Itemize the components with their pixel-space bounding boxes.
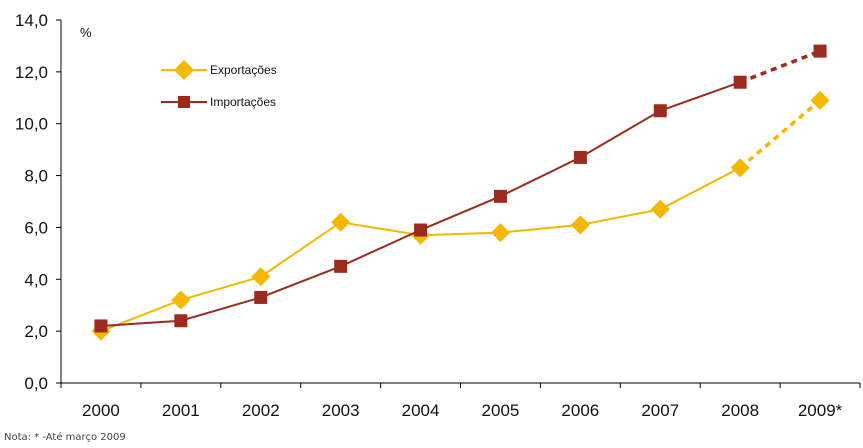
data-point — [570, 215, 590, 235]
y-unit-label: % — [80, 25, 92, 40]
y-tick-label: 12,0 — [15, 63, 48, 82]
x-tick-label: 2004 — [402, 401, 440, 420]
y-tick-label: 0,0 — [24, 374, 48, 393]
data-point — [813, 44, 827, 58]
legend-marker-exportacoes — [174, 60, 194, 80]
data-point — [94, 319, 108, 333]
data-point — [331, 212, 351, 232]
legend-item-importacoes: Importações — [161, 95, 276, 109]
data-point — [810, 90, 830, 110]
series-line-dashed — [739, 99, 822, 170]
x-tick-label: 2003 — [322, 401, 360, 420]
x-tick-label: 2009* — [798, 401, 843, 420]
legend-marker-importacoes — [178, 96, 190, 108]
y-tick-label: 14,0 — [15, 11, 48, 30]
data-point — [251, 267, 271, 287]
data-point — [730, 158, 750, 178]
legend-item-exportacoes: Exportações — [161, 60, 277, 80]
y-axis: 0,0 2,0 4,0 6,0 8,0 10,0 12,0 14,0 — [15, 11, 62, 393]
data-point — [650, 199, 670, 219]
x-tick-label: 2007 — [641, 401, 679, 420]
x-tick-label: 2002 — [242, 401, 280, 420]
series-layer — [91, 44, 830, 341]
y-tick-label: 6,0 — [24, 218, 48, 237]
data-point — [573, 150, 587, 164]
x-ticks: 2000 2001 2002 2003 2004 2005 2006 2007 2008 2009… — [60, 383, 861, 420]
data-point — [490, 223, 510, 243]
legend-label-exportacoes: Exportações — [210, 63, 277, 77]
data-point — [733, 75, 747, 89]
legend: Exportações Importações — [161, 60, 277, 109]
data-point — [254, 290, 268, 304]
x-axis: 2000 2001 2002 2003 2004 2005 2006 2007 2008 2009… — [60, 382, 861, 420]
y-tick-label: 4,0 — [24, 270, 48, 289]
x-tick-label: 2006 — [561, 401, 599, 420]
y-tick-label: 8,0 — [24, 167, 48, 186]
x-tick-label: 2000 — [82, 401, 120, 420]
footnote: Nota: * -Até março 2009 — [4, 432, 126, 443]
series-line-dashed — [739, 49, 821, 84]
x-tick-label: 2001 — [162, 401, 200, 420]
x-tick-label: 2008 — [721, 401, 759, 420]
legend-label-importacoes: Importações — [210, 95, 276, 109]
x-tick-label: 2005 — [482, 401, 520, 420]
y-tick-label: 2,0 — [24, 322, 48, 341]
series-line — [100, 166, 741, 333]
data-point — [493, 189, 507, 203]
data-point — [653, 104, 667, 118]
data-point — [414, 223, 428, 237]
y-tick-label: 10,0 — [15, 115, 48, 134]
data-point — [174, 314, 188, 328]
data-point — [171, 290, 191, 310]
data-point — [334, 259, 348, 273]
y-ticks: 0,0 2,0 4,0 6,0 8,0 10,0 12,0 14,0 — [15, 11, 61, 393]
series-line — [100, 81, 741, 327]
